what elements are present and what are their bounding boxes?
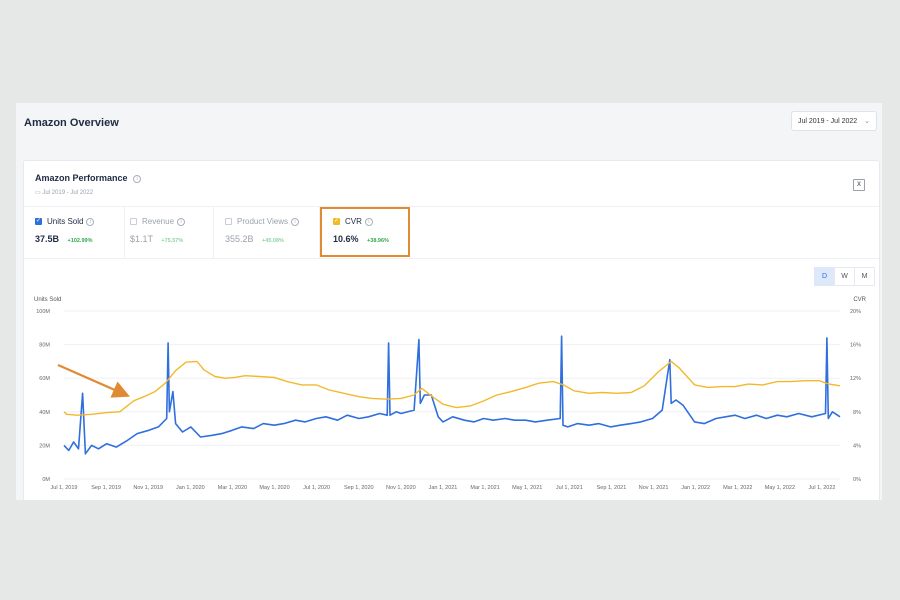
metric-value: $1.1T xyxy=(130,234,153,244)
chevron-down-icon: ⌄ xyxy=(864,118,870,125)
x-tick-label: Mar 1, 2021 xyxy=(470,485,499,491)
x-tick-label: Mar 1, 2020 xyxy=(218,485,247,491)
metric-value: 37.5B xyxy=(35,234,60,244)
info-icon[interactable]: i xyxy=(133,174,142,183)
metric-product-views[interactable]: Product Views i 355.2B +45.08% xyxy=(214,207,320,258)
metric-revenue[interactable]: Revenue i $1.1T +75.57% xyxy=(119,207,214,258)
y-right-tick-label: 4% xyxy=(853,443,861,449)
x-tick-label: Jul 1, 2021 xyxy=(556,485,583,491)
card-title-text: Amazon Performance xyxy=(35,173,128,183)
date-range-value: Jul 2019 - Jul 2022 xyxy=(798,117,858,125)
x-tick-label: Nov 1, 2020 xyxy=(386,485,416,491)
date-range-select[interactable]: Jul 2019 - Jul 2022 ⌄ xyxy=(791,111,877,131)
metric-change: +75.57% xyxy=(161,238,184,244)
units-cvr-chart: Units Sold CVR 0M 0% 20M 4% 40M 8% 60M 12% 80M 16% 1… xyxy=(34,297,867,491)
metric-value: 10.6% xyxy=(333,234,359,244)
page-title: Amazon Overview xyxy=(24,117,119,129)
x-tick-label: Jan 1, 2022 xyxy=(681,485,710,491)
y-left-tick-label: 0M xyxy=(42,477,50,483)
x-tick-label: Jan 1, 2021 xyxy=(429,485,458,491)
checkbox-checked-icon[interactable]: ✓ xyxy=(35,218,42,225)
y-right-tick-label: 0% xyxy=(853,477,861,483)
card-subtitle: ▭ Jul 2019 - Jul 2022 xyxy=(35,189,93,196)
metric-label: CVR xyxy=(345,217,362,226)
info-icon[interactable]: i xyxy=(291,217,299,226)
x-tick-label: May 1, 2022 xyxy=(765,485,795,491)
y-left-tick-label: 60M xyxy=(39,376,50,382)
metric-label: Units Sold xyxy=(47,217,84,226)
units-sold-series-line xyxy=(63,335,841,455)
metric-cvr[interactable]: ✓ CVR i 10.6% +38.96% xyxy=(322,207,410,258)
screenshot-frame: Amazon Overview Jul 2019 - Jul 2022 ⌄ Am… xyxy=(16,103,882,500)
y-left-tick-label: 100M xyxy=(36,309,50,315)
y-left-tick-label: 20M xyxy=(39,443,50,449)
x-tick-label: Jul 1, 2022 xyxy=(809,485,836,491)
x-tick-label: Sep 1, 2020 xyxy=(344,485,374,491)
y-left-tick-label: 40M xyxy=(39,410,50,416)
granularity-toggle: D W M xyxy=(814,267,875,286)
x-tick-label: Sep 1, 2019 xyxy=(91,485,121,491)
x-tick-label: Sep 1, 2021 xyxy=(597,485,627,491)
y-right-tick-label: 16% xyxy=(850,343,861,349)
performance-card: Amazon Performance i ▭ Jul 2019 - Jul 20… xyxy=(23,160,880,500)
x-tick-label: May 1, 2020 xyxy=(259,485,289,491)
checkbox-unchecked-icon[interactable] xyxy=(225,218,232,225)
metric-label: Product Views xyxy=(237,217,288,226)
metric-change: +38.96% xyxy=(367,238,389,244)
metric-label: Revenue xyxy=(142,217,175,226)
card-title: Amazon Performance i xyxy=(35,173,142,183)
granularity-month-button[interactable]: M xyxy=(854,267,875,286)
x-tick-label: May 1, 2021 xyxy=(512,485,542,491)
metric-units-sold[interactable]: ✓ Units Sold i 37.5B +102.99% xyxy=(24,207,125,258)
card-subtitle-text: Jul 2019 - Jul 2022 xyxy=(42,190,94,196)
divider xyxy=(24,206,879,207)
calendar-icon: ▭ xyxy=(35,190,41,196)
metric-change: +102.99% xyxy=(67,238,93,244)
y-right-axis-label: CVR xyxy=(853,297,866,303)
cvr-highlight-box xyxy=(320,207,410,257)
x-tick-label: Nov 1, 2019 xyxy=(133,485,163,491)
x-tick-label: Nov 1, 2021 xyxy=(639,485,669,491)
x-tick-label: Mar 1, 2022 xyxy=(723,485,752,491)
metric-change: +45.08% xyxy=(262,238,284,244)
checkbox-checked-icon[interactable]: ✓ xyxy=(333,218,340,225)
info-icon[interactable]: i xyxy=(86,217,95,226)
y-right-tick-label: 12% xyxy=(850,376,861,382)
metric-value: 355.2B xyxy=(225,234,254,244)
x-tick-label: Jan 1, 2020 xyxy=(176,485,205,491)
y-left-axis-label: Units Sold xyxy=(34,297,61,303)
checkbox-unchecked-icon[interactable] xyxy=(130,218,137,225)
y-right-tick-label: 20% xyxy=(850,309,861,315)
excel-export-icon[interactable]: X xyxy=(853,179,865,191)
info-icon[interactable]: i xyxy=(364,217,373,226)
y-left-tick-label: 80M xyxy=(39,343,50,349)
y-right-tick-label: 8% xyxy=(853,410,861,416)
info-icon[interactable]: i xyxy=(177,217,186,226)
cvr-series-line xyxy=(63,360,841,416)
annotation-arrow xyxy=(57,363,131,398)
divider xyxy=(24,258,879,259)
granularity-week-button[interactable]: W xyxy=(834,267,855,286)
x-tick-label: Jul 1, 2019 xyxy=(51,485,78,491)
x-tick-label: Jul 1, 2020 xyxy=(303,485,330,491)
